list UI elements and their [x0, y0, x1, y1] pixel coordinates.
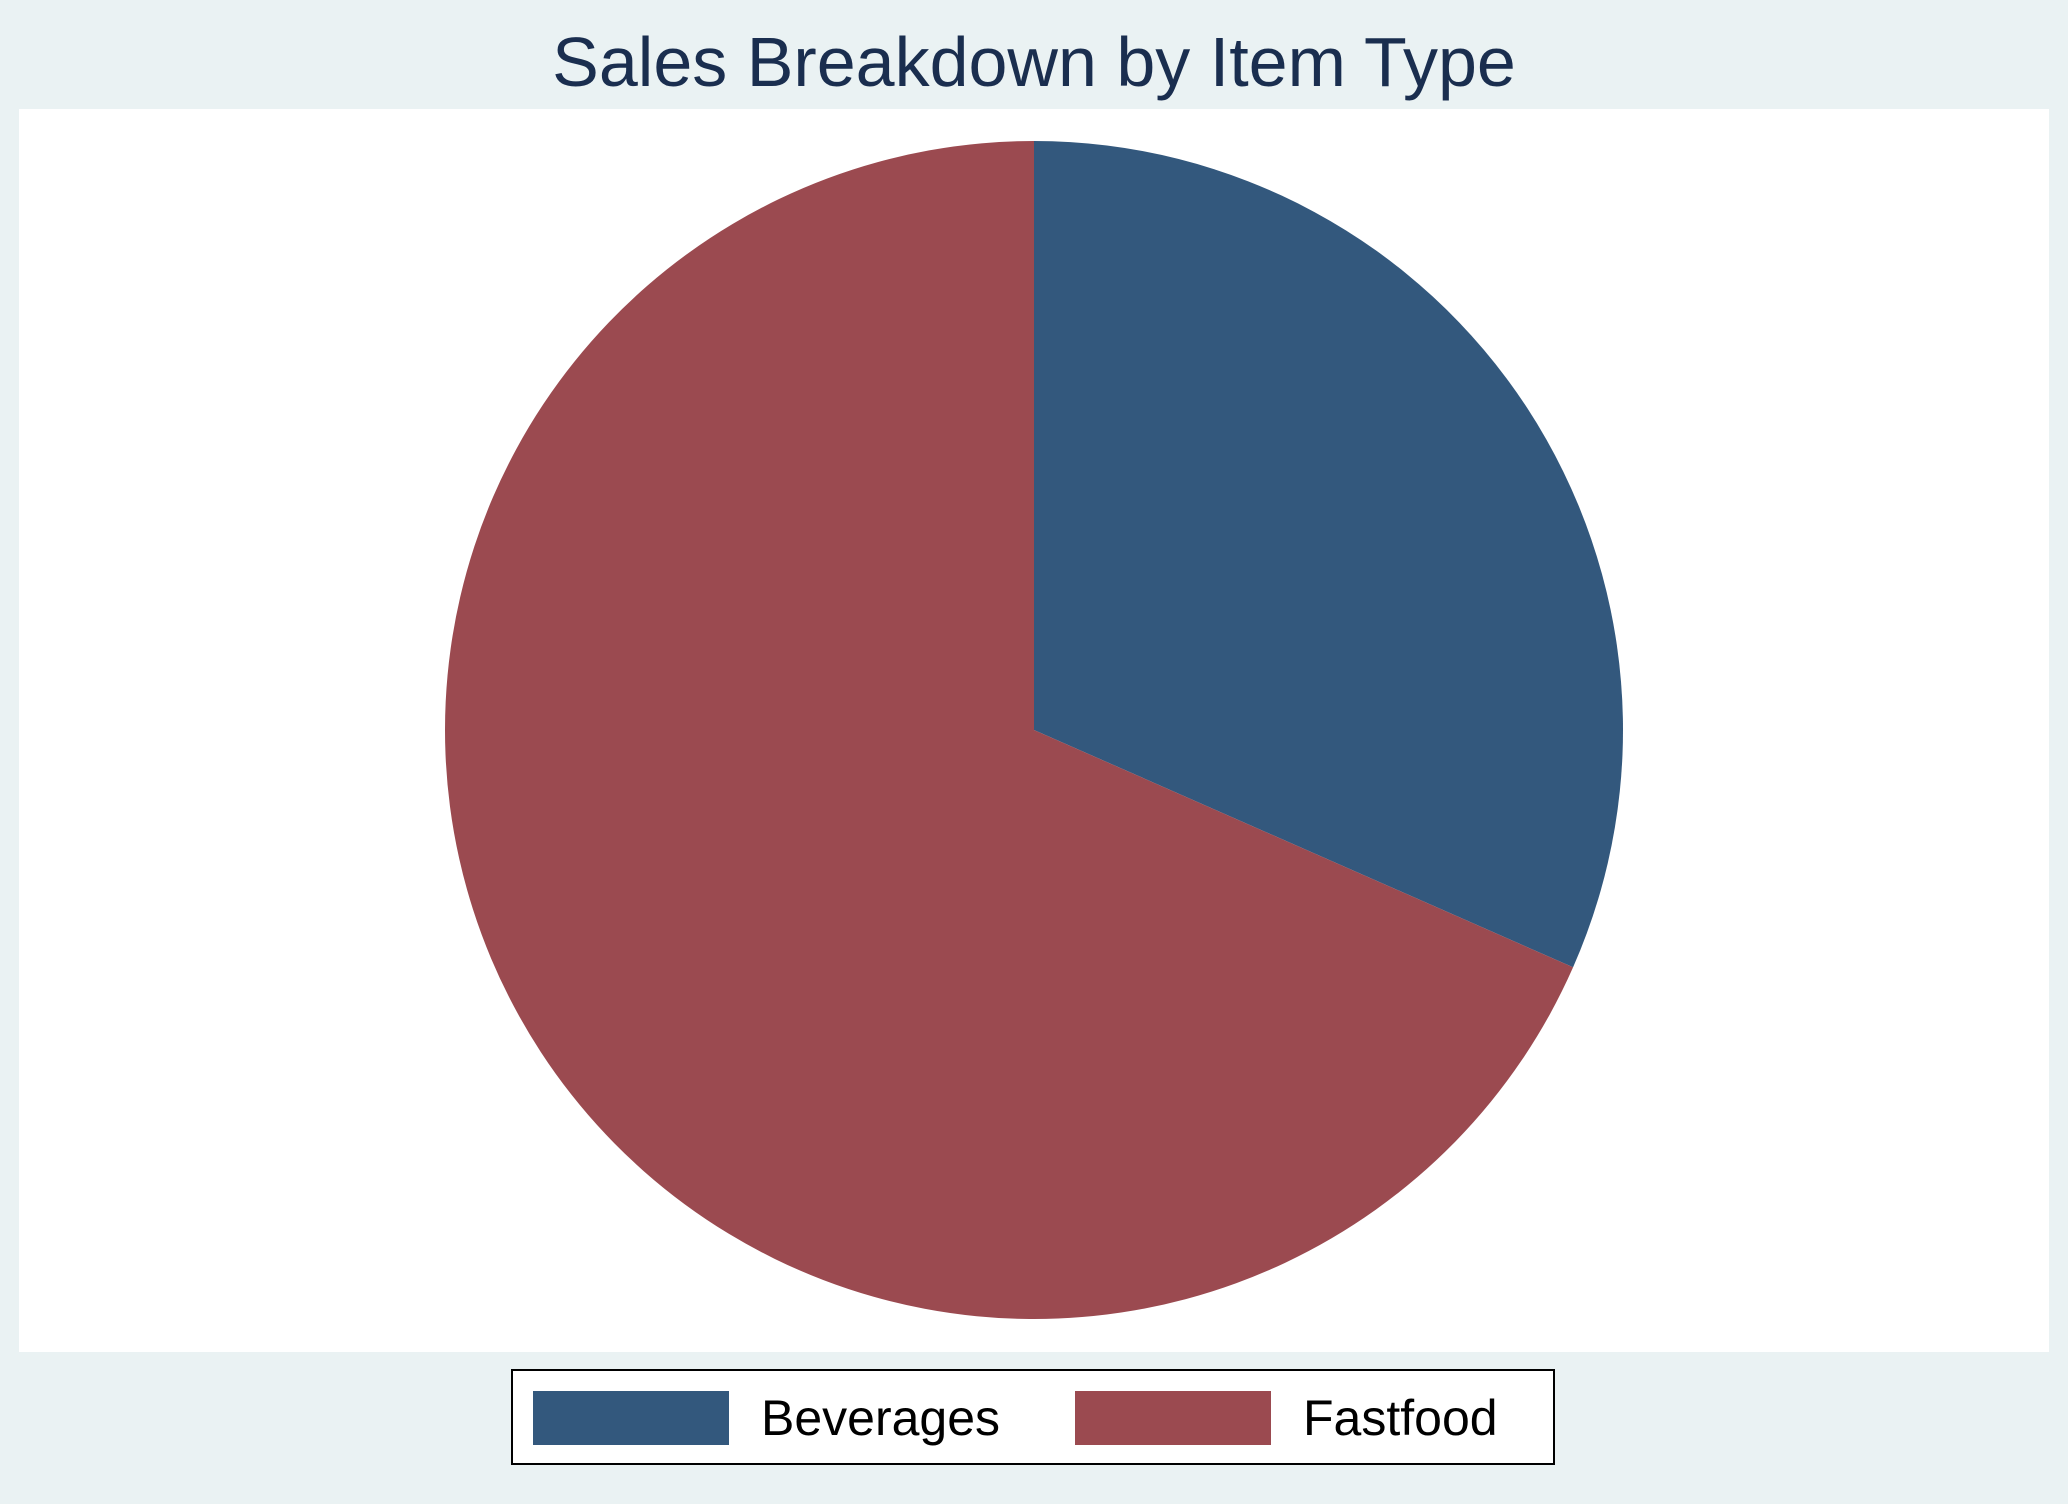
plot-area — [19, 109, 2049, 1352]
legend-item-fastfood: Fastfood — [1033, 1371, 1553, 1463]
legend: Beverages Fastfood — [511, 1369, 1555, 1465]
pie-slice-beverages — [1034, 141, 1623, 968]
legend-swatch-beverages — [533, 1391, 729, 1445]
pie-chart — [445, 141, 1623, 1319]
legend-item-beverages: Beverages — [513, 1371, 1033, 1463]
legend-swatch-fastfood — [1075, 1391, 1271, 1445]
pie-slice-fastfood — [445, 141, 1574, 1319]
chart-title: Sales Breakdown by Item Type — [552, 23, 1516, 101]
legend-label-fastfood: Fastfood — [1303, 1390, 1498, 1446]
legend-label-beverages: Beverages — [761, 1390, 1001, 1446]
